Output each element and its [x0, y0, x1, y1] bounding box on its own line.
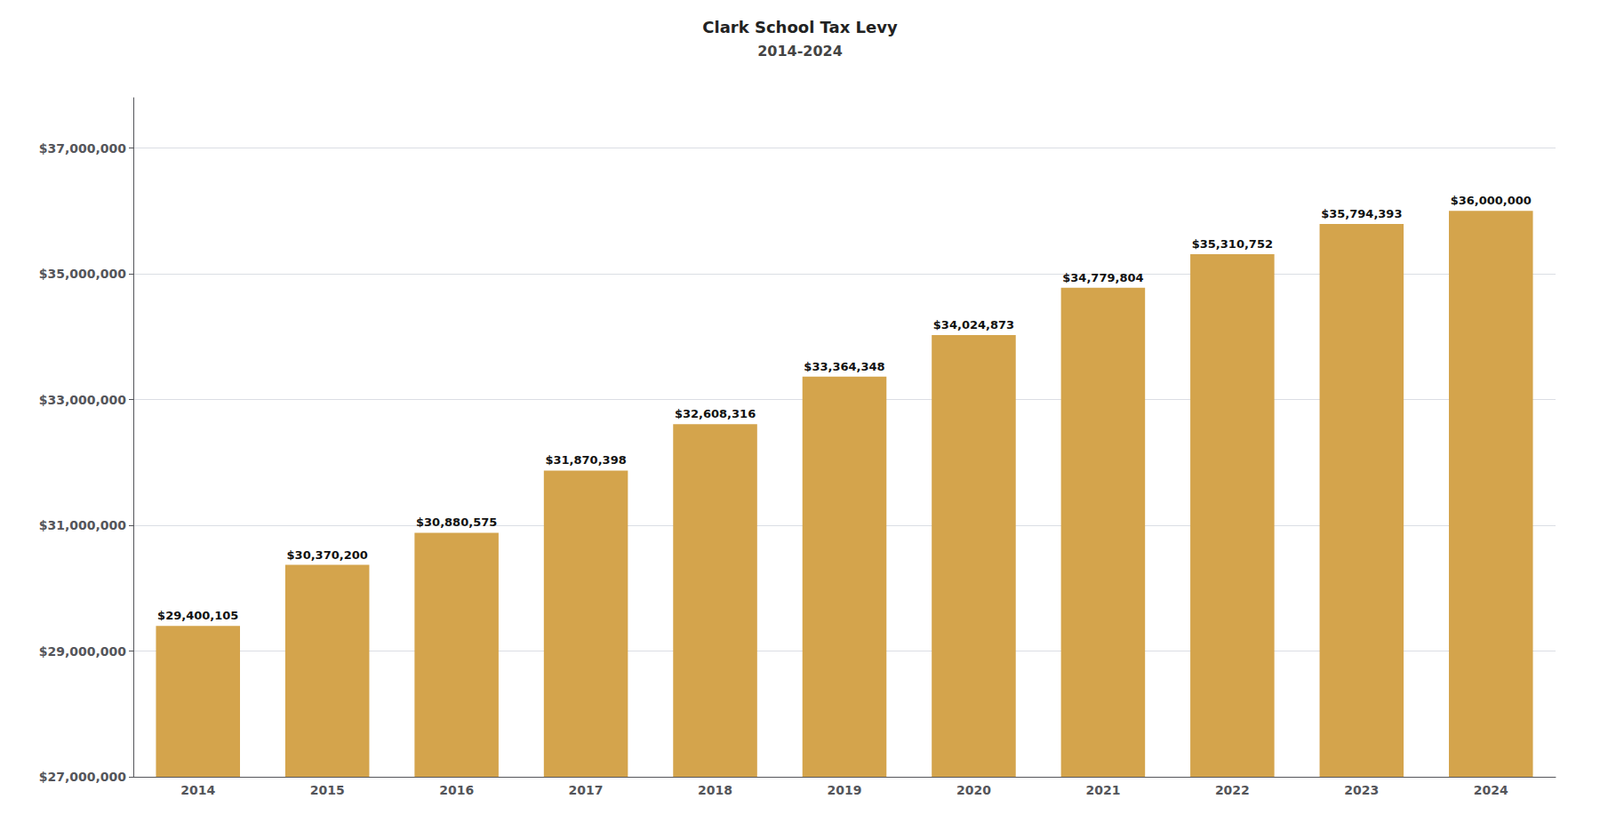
svg-text:$27,000,000: $27,000,000 — [39, 769, 128, 784]
svg-text:2018: 2018 — [697, 783, 733, 798]
svg-text:$34,779,804: $34,779,804 — [1062, 271, 1144, 285]
svg-text:$31,000,000: $31,000,000 — [39, 518, 128, 533]
svg-text:2015: 2015 — [310, 783, 345, 798]
svg-text:$30,370,200: $30,370,200 — [287, 548, 368, 562]
svg-text:$33,364,348: $33,364,348 — [803, 360, 885, 374]
svg-text:2014: 2014 — [180, 783, 216, 798]
svg-text:$37,000,000: $37,000,000 — [39, 141, 128, 156]
svg-text:$30,880,575: $30,880,575 — [416, 515, 497, 529]
svg-text:$31,870,398: $31,870,398 — [544, 453, 626, 467]
svg-text:2017: 2017 — [568, 783, 604, 798]
svg-text:$34,024,873: $34,024,873 — [933, 318, 1015, 332]
svg-text:2023: 2023 — [1344, 783, 1379, 798]
svg-text:$35,794,393: $35,794,393 — [1320, 207, 1402, 221]
svg-text:Clark School Tax Levy: Clark School Tax Levy — [702, 17, 898, 37]
svg-text:2022: 2022 — [1215, 783, 1250, 798]
svg-text:2016: 2016 — [439, 783, 474, 798]
svg-text:$36,000,000: $36,000,000 — [1450, 193, 1532, 208]
svg-text:$29,400,105: $29,400,105 — [157, 608, 239, 623]
svg-text:$29,000,000: $29,000,000 — [39, 644, 128, 659]
svg-text:2024: 2024 — [1473, 783, 1509, 798]
svg-text:$35,000,000: $35,000,000 — [39, 266, 128, 281]
svg-text:2021: 2021 — [1085, 783, 1120, 798]
svg-text:$32,608,316: $32,608,316 — [674, 407, 756, 421]
svg-text:$35,310,752: $35,310,752 — [1192, 237, 1273, 251]
svg-text:2014-2024: 2014-2024 — [757, 42, 843, 60]
svg-text:2020: 2020 — [956, 783, 992, 798]
svg-text:$33,000,000: $33,000,000 — [39, 392, 128, 408]
svg-text:2019: 2019 — [827, 783, 863, 798]
